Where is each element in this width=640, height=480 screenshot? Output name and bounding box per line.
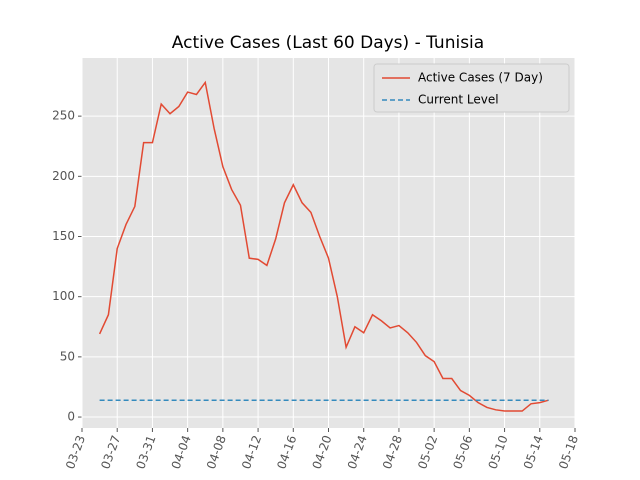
x-tick-label: 04-04: [169, 433, 194, 471]
x-tick-label: 05-10: [486, 433, 511, 471]
y-tick-label: 100: [52, 289, 75, 303]
y-tick-label: 50: [60, 349, 75, 363]
legend: Active Cases (7 Day) Current Level: [373, 63, 570, 113]
x-tick-label: 04-28: [380, 433, 405, 471]
x-tick-label: 05-06: [450, 433, 475, 471]
x-tick-label: 03-27: [98, 433, 123, 471]
legend-label: Active Cases (7 Day): [418, 71, 543, 85]
x-tick-label: 04-12: [239, 433, 264, 471]
legend-box: [373, 63, 570, 113]
x-tick-label: 04-20: [310, 433, 335, 471]
chart-title: Active Cases (Last 60 Days) - Tunisia: [172, 33, 484, 53]
y-tick-label: 200: [52, 169, 75, 183]
y-tick-label: 150: [52, 229, 75, 243]
x-tick-label: 05-18: [556, 433, 581, 471]
y-tick-label: 0: [67, 410, 75, 424]
y-tick-label: 250: [52, 109, 75, 123]
x-tick-label: 03-31: [133, 433, 158, 471]
x-tick-label: 03-23: [63, 433, 88, 471]
series-line: [98, 80, 549, 412]
x-tick-label: 04-08: [204, 433, 229, 471]
x-tick-label: 05-14: [521, 433, 546, 471]
legend-label: Current Level: [418, 93, 499, 107]
x-tick-label: 04-24: [345, 433, 370, 471]
x-tick-label: 04-16: [274, 433, 299, 471]
x-tick-label: 05-02: [415, 433, 440, 471]
